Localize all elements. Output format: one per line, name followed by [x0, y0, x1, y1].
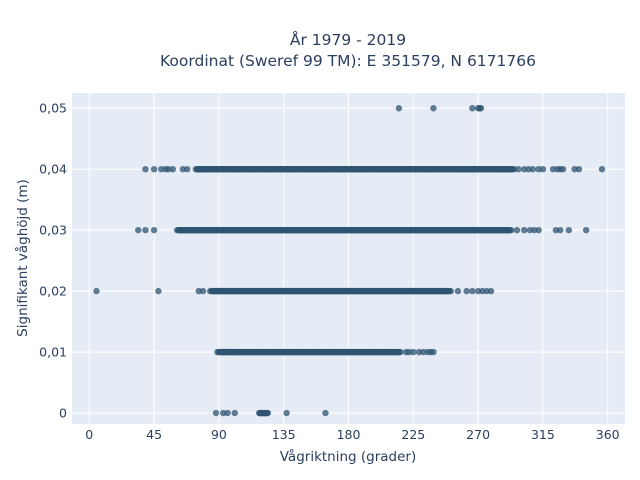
- data-point: [520, 226, 528, 234]
- data-point: [169, 166, 177, 173]
- y-axis-label: Signifikant våghöjd (m): [14, 179, 31, 337]
- y-tick-label: 0,03: [39, 223, 67, 238]
- data-point: [557, 226, 564, 234]
- data-point: [447, 287, 454, 295]
- x-tick-label: 180: [337, 427, 361, 442]
- data-point: [395, 105, 403, 112]
- x-axis-label: Vågriktning (grader): [280, 448, 417, 465]
- data-point: [135, 226, 142, 234]
- data-point: [513, 226, 521, 234]
- data-point: [212, 409, 220, 417]
- data-point: [575, 166, 583, 173]
- data-point: [565, 226, 573, 234]
- x-tick-label: 315: [531, 427, 555, 442]
- data-point: [178, 226, 185, 234]
- data-point: [469, 105, 476, 112]
- data-point: [150, 166, 158, 173]
- x-tick-label: 90: [211, 427, 227, 442]
- chart-title-line-1: År 1979 - 2019: [290, 30, 406, 49]
- data-point: [477, 105, 485, 112]
- y-tick-label: 0,04: [39, 162, 67, 177]
- data-point: [535, 226, 542, 234]
- data-point: [582, 226, 590, 234]
- x-tick-label: 135: [272, 427, 296, 442]
- data-point: [430, 348, 437, 356]
- x-tick-label: 360: [596, 427, 620, 442]
- data-point: [155, 287, 162, 295]
- data-point: [322, 409, 329, 417]
- data-point: [142, 226, 149, 234]
- data-point: [283, 409, 290, 417]
- data-point: [430, 105, 437, 112]
- data-point: [469, 287, 476, 295]
- data-point: [142, 166, 149, 173]
- data-point: [186, 226, 194, 234]
- data-point: [263, 409, 270, 417]
- data-point: [397, 348, 404, 356]
- data-point: [529, 166, 537, 173]
- data-point: [463, 287, 470, 295]
- y-tick-label: 0,02: [39, 284, 67, 299]
- data-point: [454, 287, 462, 295]
- data-point: [150, 226, 158, 234]
- data-point: [207, 287, 214, 295]
- data-point: [410, 348, 417, 356]
- data-points: [93, 105, 606, 417]
- data-point: [515, 166, 522, 173]
- y-tick-labels: 0 0,01 0,02 0,03 0,04 0,05: [39, 101, 67, 421]
- data-point: [539, 166, 547, 173]
- data-point: [220, 348, 227, 356]
- chart-title-line-2: Koordinat (Sweref 99 TM): E 351579, N 61…: [160, 52, 536, 70]
- y-tick-label: 0,01: [39, 345, 67, 360]
- x-tick-label: 0: [85, 427, 93, 442]
- x-tick-label: 270: [466, 427, 490, 442]
- data-point: [224, 409, 231, 417]
- data-point: [559, 166, 567, 173]
- data-point: [199, 287, 207, 295]
- y-tick-label: 0,05: [39, 101, 67, 116]
- data-point: [231, 409, 238, 417]
- data-point: [508, 226, 515, 234]
- data-point: [598, 166, 606, 173]
- x-tick-label: 225: [401, 427, 425, 442]
- data-point: [487, 287, 495, 295]
- data-point: [194, 226, 201, 234]
- data-point: [93, 287, 100, 295]
- data-point: [230, 348, 237, 356]
- y-tick-label: 0: [59, 406, 67, 421]
- data-point: [214, 348, 221, 356]
- data-point: [184, 166, 191, 173]
- data-point: [195, 166, 202, 173]
- x-tick-label: 45: [146, 427, 162, 442]
- x-tick-labels: 0 45 90 135 180 225 270 315 360: [85, 427, 619, 442]
- data-point: [201, 226, 208, 234]
